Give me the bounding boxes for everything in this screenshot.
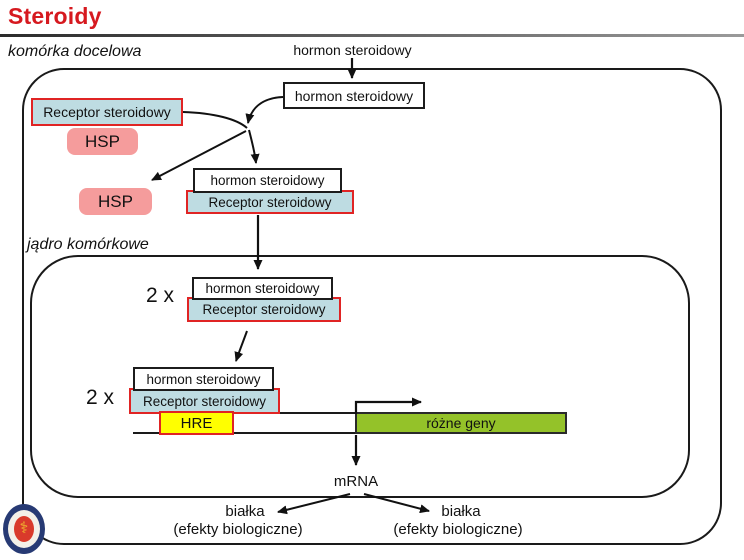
receptor-box: Receptor steroidowy bbox=[31, 98, 183, 126]
complex-receptor-label: Receptor steroidowy bbox=[187, 297, 341, 322]
protein-label-right: białka bbox=[441, 503, 481, 520]
caduceus-icon: ⚕ bbox=[14, 516, 34, 542]
protein-label-left: białka bbox=[225, 503, 265, 520]
protein-effect-label-right: (efekty biologiczne) bbox=[393, 521, 523, 538]
slide-title: Steroidy bbox=[8, 3, 102, 29]
university-logo: ⚕ bbox=[3, 504, 45, 554]
hormone-free-label: hormon steroidowy bbox=[293, 42, 412, 58]
complex-hormone-label: hormon steroidowy bbox=[133, 367, 274, 391]
hsp-box-2: HSP bbox=[79, 188, 152, 215]
mrna-label: mRNA bbox=[333, 473, 379, 490]
hormone-box: hormon steroidowy bbox=[283, 82, 425, 109]
nucleus-boundary bbox=[30, 255, 690, 498]
genes-box: różne geny bbox=[355, 412, 567, 434]
title-divider bbox=[0, 34, 744, 37]
cell-boundary bbox=[22, 68, 722, 545]
protein-effect-label-left: (efekty biologiczne) bbox=[173, 521, 303, 538]
complex-receptor-label: Receptor steroidowy bbox=[186, 190, 354, 214]
cell-label: komórka docelowa bbox=[8, 43, 142, 60]
complex-hormone-label: hormon steroidowy bbox=[193, 168, 342, 193]
complex-multiplier-2: 2 x bbox=[86, 386, 115, 409]
complex-multiplier-1: 2 x bbox=[146, 284, 175, 307]
hsp-box-1: HSP bbox=[67, 128, 138, 155]
nucleus-label: jądro komórkowe bbox=[27, 236, 149, 253]
complex-hormone-label: hormon steroidowy bbox=[192, 277, 333, 300]
hre-element-box: HRE bbox=[159, 411, 234, 435]
